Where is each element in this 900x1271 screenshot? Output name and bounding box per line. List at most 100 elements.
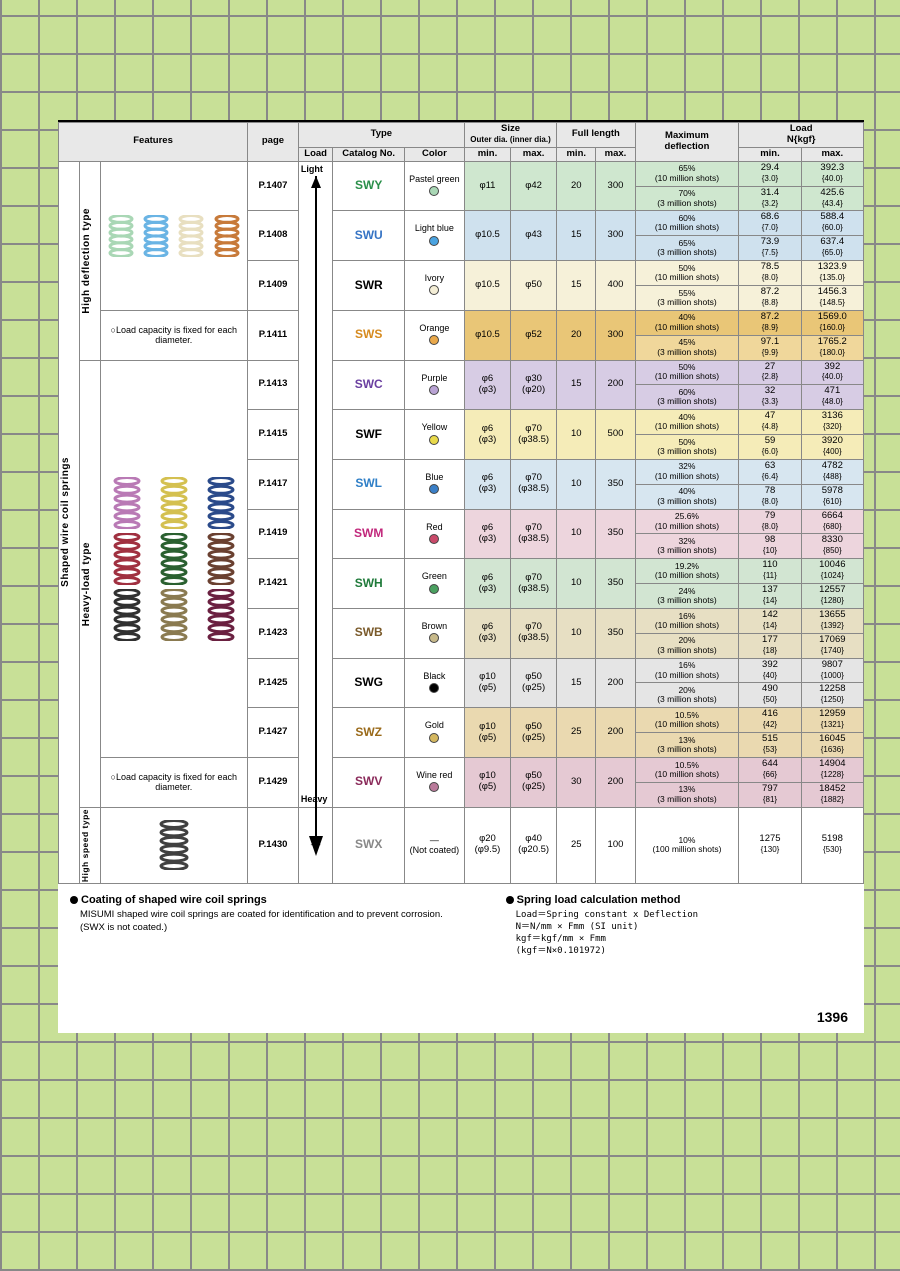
hdr-load: Load N{kgf} <box>739 123 864 148</box>
note-left-text: MISUMI shaped wire coil springs are coat… <box>80 909 486 935</box>
size-max: φ50 (φ25) <box>511 658 557 708</box>
group-heavy-load: Heavy-load type <box>79 360 100 807</box>
load-min: 63{6.4} <box>739 459 801 484</box>
size-max: φ42 <box>511 161 557 211</box>
hdr-lmin: min. <box>739 147 801 161</box>
load-min: 416{42} <box>739 708 801 733</box>
size-max: φ50 (φ25) <box>511 708 557 758</box>
catalog-no: SWL <box>333 459 405 509</box>
full-min: 10 <box>557 410 596 460</box>
catalog-no: SWH <box>333 559 405 609</box>
size-min: φ10.5 <box>464 261 510 311</box>
page-ref: P.1411 <box>248 310 299 360</box>
page-ref: P.1413 <box>248 360 299 410</box>
color-cell: Gold <box>404 708 464 758</box>
hdr-size: SizeOuter dia. (inner dia.) <box>464 123 556 148</box>
page-ref: P.1415 <box>248 410 299 460</box>
hdr-full: Full length <box>557 123 635 148</box>
deflection: 13%(3 million shots) <box>635 733 739 758</box>
load-max: 8330{850} <box>801 534 863 559</box>
full-min: 15 <box>557 211 596 261</box>
features-image-2 <box>100 360 248 758</box>
deflection: 40%(3 million shots) <box>635 484 739 509</box>
catalog-no: SWG <box>333 658 405 708</box>
note-left-heading: Coating of shaped wire coil springs <box>70 894 486 906</box>
group-high-speed: High speed type <box>79 807 100 883</box>
load-max: 392{40.0} <box>801 360 863 385</box>
load-min: 137{14} <box>739 584 801 609</box>
color-cell: — (Not coated) <box>404 807 464 883</box>
deflection: 55%(3 million shots) <box>635 285 739 310</box>
load-max: 4782{488} <box>801 459 863 484</box>
deflection: 50%(10 million shots) <box>635 360 739 385</box>
deflection: 16%(10 million shots) <box>635 608 739 633</box>
deflection: 60%(10 million shots) <box>635 211 739 236</box>
catalog-no: SWZ <box>333 708 405 758</box>
load-max: 14904{1228} <box>801 758 863 783</box>
hdr-smax: max. <box>511 147 557 161</box>
features-image-1 <box>100 161 248 310</box>
load-min: 110{11} <box>739 559 801 584</box>
load-max: 1323.9{135.0} <box>801 261 863 286</box>
load-max: 1569.0{160.0} <box>801 310 863 335</box>
page-ref: P.1423 <box>248 608 299 658</box>
deflection: 65%(10 million shots) <box>635 161 739 186</box>
size-max: φ52 <box>511 310 557 360</box>
page-ref: P.1421 <box>248 559 299 609</box>
size-min: φ6 (φ3) <box>464 459 510 509</box>
load-min: 515{53} <box>739 733 801 758</box>
color-cell: Brown <box>404 608 464 658</box>
group-main: Shaped wire coil springs <box>59 161 80 883</box>
catalog-no: SWF <box>333 410 405 460</box>
load-min: 797{81} <box>739 782 801 807</box>
full-max: 200 <box>596 360 635 410</box>
table-body: Shaped wire coil springsHigh deflection … <box>59 161 864 883</box>
load-min: 1275{130} <box>739 807 801 883</box>
hdr-color: Color <box>404 147 464 161</box>
full-max: 200 <box>596 708 635 758</box>
hdr-deflec: Maximum deflection <box>635 123 739 162</box>
features-note-1: ○Load capacity is fixed for each diamete… <box>100 310 248 360</box>
load-min: 79{8.0} <box>739 509 801 534</box>
table-header: Features page Type SizeOuter dia. (inner… <box>59 123 864 162</box>
hdr-features: Features <box>59 123 248 162</box>
load-min: 644{66} <box>739 758 801 783</box>
size-min: φ6 (φ3) <box>464 559 510 609</box>
size-max: φ70 (φ38.5) <box>511 559 557 609</box>
full-max: 200 <box>596 658 635 708</box>
load-min: 142{14} <box>739 608 801 633</box>
full-max: 350 <box>596 608 635 658</box>
size-min: φ6 (φ3) <box>464 608 510 658</box>
load-max: 392.3{40.0} <box>801 161 863 186</box>
load-min: 78{8.0} <box>739 484 801 509</box>
full-max: 300 <box>596 161 635 211</box>
size-min: φ10.5 <box>464 310 510 360</box>
full-min: 10 <box>557 608 596 658</box>
full-min: 20 <box>557 310 596 360</box>
color-cell: Green <box>404 559 464 609</box>
table-row: ○Load capacity is fixed for each diamete… <box>59 758 864 783</box>
size-min: φ10 (φ5) <box>464 708 510 758</box>
deflection: 19.2%(10 million shots) <box>635 559 739 584</box>
full-max: 500 <box>596 410 635 460</box>
color-cell: Blue <box>404 459 464 509</box>
table-row: High speed typeP.1430—SWX— (Not coated)φ… <box>59 807 864 883</box>
size-max: φ40 (φ20.5) <box>511 807 557 883</box>
deflection: 40%(10 million shots) <box>635 410 739 435</box>
features-image-3 <box>100 807 248 883</box>
catalog-no: SWB <box>333 608 405 658</box>
page-ref: P.1425 <box>248 658 299 708</box>
size-max: φ30 (φ20) <box>511 360 557 410</box>
size-max: φ50 (φ25) <box>511 758 557 808</box>
load-max: 588.4{60.0} <box>801 211 863 236</box>
size-max: φ70 (φ38.5) <box>511 459 557 509</box>
color-cell: Yellow <box>404 410 464 460</box>
color-cell: Pastel green <box>404 161 464 211</box>
deflection: 10%(100 million shots) <box>635 807 739 883</box>
hdr-page: page <box>248 123 299 162</box>
load-min: 78.5{8.0} <box>739 261 801 286</box>
full-min: 25 <box>557 708 596 758</box>
page-ref: P.1409 <box>248 261 299 311</box>
catalog-no: SWM <box>333 509 405 559</box>
hdr-catalog: Catalog No. <box>333 147 405 161</box>
